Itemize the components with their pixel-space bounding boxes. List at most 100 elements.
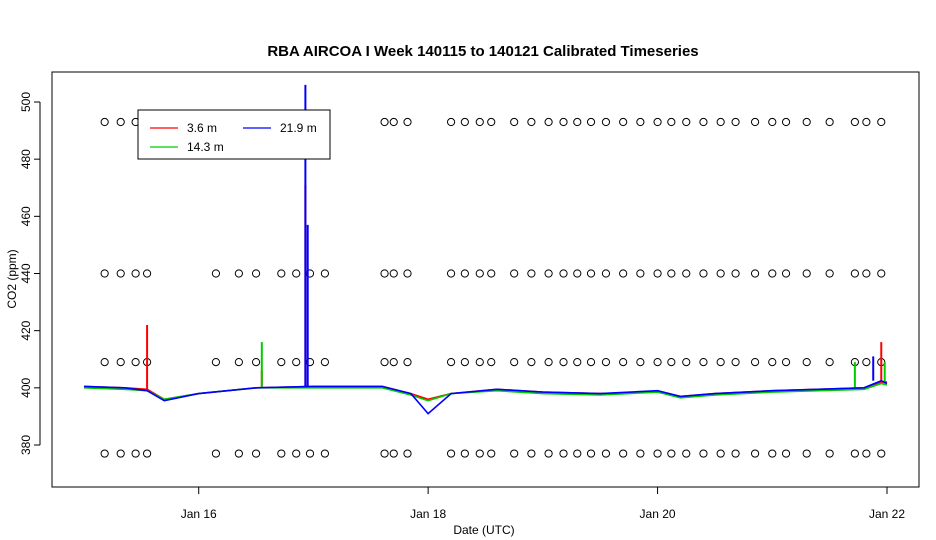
series-line-2 (83, 379, 888, 415)
legend: 3.6 m 14.3 m 21.9 m (137, 109, 331, 160)
y-tick-label: 400 (19, 378, 33, 398)
marker-point (781, 117, 791, 127)
x-tick-label: Jan 22 (869, 507, 905, 521)
marker-point (731, 358, 740, 367)
marker-point (862, 449, 871, 458)
series-lines (83, 84, 888, 415)
marker-point (862, 358, 871, 367)
marker-point (750, 269, 760, 278)
marker-point (544, 269, 553, 278)
legend-label: 21.9 m (280, 121, 317, 135)
legend-label: 14.3 m (187, 140, 224, 154)
marker-point (653, 269, 662, 278)
marker-point (586, 117, 596, 127)
marker-point (234, 358, 243, 367)
marker-point (601, 449, 611, 458)
marker-point (510, 117, 519, 127)
marker-point (403, 449, 412, 458)
marker-point (234, 449, 243, 458)
marker-point (667, 117, 676, 127)
marker-point (667, 449, 676, 458)
marker-point (877, 117, 886, 127)
marker-point (699, 117, 708, 127)
y-axis-label: CO2 (ppm) (5, 249, 19, 308)
marker-point (475, 449, 484, 458)
marker-point (380, 269, 389, 278)
marker-point (292, 269, 301, 278)
marker-point (716, 269, 725, 278)
marker-point (699, 269, 708, 278)
marker-point (527, 117, 536, 127)
marker-point (781, 358, 791, 367)
x-axis-label: Date (UTC) (453, 523, 514, 537)
marker-point (601, 117, 611, 127)
marker-point (653, 358, 662, 367)
series-line-1 (83, 382, 888, 402)
marker-point (559, 449, 568, 458)
marker-point (116, 117, 125, 127)
marker-point (211, 269, 221, 278)
marker-point (234, 269, 243, 278)
marker-point (277, 358, 286, 367)
marker-point (116, 358, 125, 367)
marker-point (802, 117, 811, 127)
marker-point (475, 269, 484, 278)
marker-point (527, 358, 536, 367)
marker-point (586, 358, 596, 367)
marker-point (559, 358, 568, 367)
marker-point (446, 269, 456, 278)
marker-point (527, 269, 536, 278)
marker-point (802, 358, 811, 367)
marker-point (731, 449, 740, 458)
marker-point (862, 117, 871, 127)
marker-point (251, 358, 261, 367)
marker-point (750, 358, 760, 367)
marker-point (768, 269, 777, 278)
marker-point (619, 117, 628, 127)
marker-point (100, 117, 109, 127)
marker-point (544, 358, 553, 367)
marker-point (802, 449, 811, 458)
marker-point (619, 269, 628, 278)
marker-point (573, 117, 582, 127)
marker-point (716, 449, 725, 458)
marker-point (699, 449, 708, 458)
marker-point (781, 449, 791, 458)
y-tick-label: 480 (19, 149, 33, 169)
marker-point (619, 358, 628, 367)
marker-point (682, 358, 691, 367)
marker-point (487, 358, 496, 367)
marker-point (251, 269, 261, 278)
marker-point (586, 449, 596, 458)
marker-point (320, 358, 329, 367)
marker-point (573, 358, 582, 367)
marker-point (460, 269, 469, 278)
marker-point (403, 358, 412, 367)
marker-point (750, 117, 760, 127)
marker-point (825, 269, 834, 278)
marker-point (573, 449, 582, 458)
marker-point (320, 269, 329, 278)
marker-point (601, 269, 611, 278)
marker-point (131, 449, 140, 458)
marker-point (636, 117, 645, 127)
marker-point (131, 358, 140, 367)
marker-point (768, 117, 777, 127)
marker-point (544, 117, 553, 127)
marker-point (544, 449, 553, 458)
marker-point (460, 117, 469, 127)
y-tick-label: 460 (19, 206, 33, 226)
marker-point (573, 269, 582, 278)
marker-point (716, 358, 725, 367)
marker-point (636, 269, 645, 278)
marker-point (475, 117, 484, 127)
marker-point (636, 449, 645, 458)
marker-point (768, 358, 777, 367)
marker-point (653, 449, 662, 458)
marker-point (403, 117, 412, 127)
marker-point (142, 269, 152, 278)
marker-point (781, 269, 791, 278)
marker-point (850, 269, 859, 278)
marker-point (731, 269, 740, 278)
